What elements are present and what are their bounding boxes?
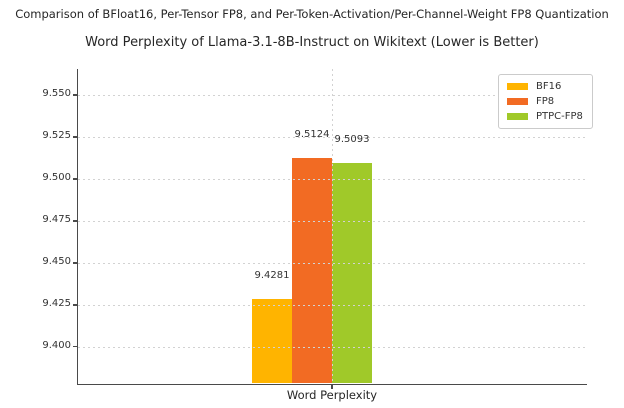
bar-ptpc-fp8 (332, 163, 372, 384)
legend-color-swatch (507, 98, 528, 105)
y-tick-mark (73, 94, 77, 96)
y-tick-label: 9.525 (42, 130, 71, 142)
y-tick-mark (73, 136, 77, 138)
y-tick-mark (73, 262, 77, 264)
bar-bf16 (252, 299, 292, 384)
bar-fp8 (292, 158, 332, 384)
y-tick-label: 9.550 (42, 88, 71, 100)
x-tick-mark (331, 385, 333, 390)
figure-suptitle: Comparison of BFloat16, Per-Tensor FP8, … (15, 7, 609, 21)
y-tick-label: 9.475 (42, 214, 71, 226)
y-tick-mark (73, 178, 77, 180)
legend-item-fp8: FP8 (507, 96, 583, 107)
y-tick-label: 9.400 (42, 340, 71, 352)
y-tick-label: 9.500 (42, 172, 71, 184)
legend-label: BF16 (536, 81, 562, 92)
y-tick-mark (73, 346, 77, 348)
legend-item-ptpc-fp8: PTPC-FP8 (507, 111, 583, 122)
bar-value-label: 9.4281 (254, 270, 290, 282)
bar-value-label: 9.5093 (334, 134, 370, 146)
bar-value-label: 9.5124 (294, 129, 330, 141)
legend-label: FP8 (536, 96, 555, 107)
y-tick-label: 9.450 (42, 256, 71, 268)
chart-title: Word Perplexity of Llama-3.1-8B-Instruct… (85, 35, 539, 50)
y-tick-label: 9.425 (42, 298, 71, 310)
y-tick-mark (73, 304, 77, 306)
legend-box: BF16 FP8 PTPC-FP8 (498, 74, 593, 129)
legend-label: PTPC-FP8 (536, 111, 583, 122)
legend-item-bf16: BF16 (507, 81, 583, 92)
x-gridline (332, 69, 333, 384)
legend-color-swatch (507, 113, 528, 120)
legend-color-swatch (507, 83, 528, 90)
x-tick-label: Word Perplexity (286, 388, 378, 402)
y-tick-mark (73, 220, 77, 222)
